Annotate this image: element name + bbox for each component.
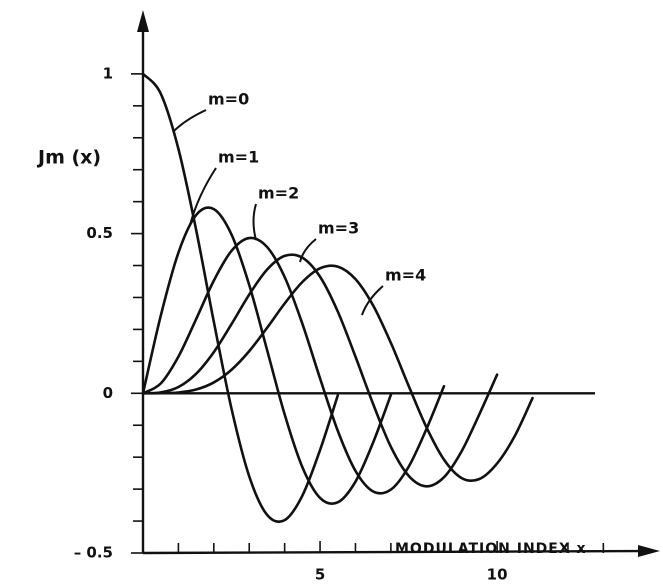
leader-line bbox=[361, 285, 384, 316]
curve bbox=[141, 236, 446, 495]
leader-line bbox=[172, 109, 207, 133]
series-label: m=0 bbox=[208, 90, 249, 109]
curve bbox=[141, 72, 340, 524]
curve bbox=[141, 253, 499, 488]
y-tick-label: – 0.5 bbox=[74, 544, 113, 562]
x-axis-arrow bbox=[638, 545, 660, 557]
x-tick-label: 10 bbox=[487, 566, 508, 584]
curve bbox=[141, 264, 534, 482]
series-label: m=1 bbox=[218, 148, 259, 167]
series-label: m=2 bbox=[258, 184, 299, 203]
y-tick-label: 1 bbox=[103, 64, 113, 82]
x-axis-label: MODULATION INDEX x bbox=[395, 541, 587, 557]
y-tick-label: 0 bbox=[103, 384, 113, 402]
y-tick-label: 0.5 bbox=[86, 224, 113, 242]
series-label: m=4 bbox=[385, 266, 426, 285]
leader-line bbox=[252, 203, 257, 241]
x-tick-label: 5 bbox=[315, 566, 325, 584]
curve bbox=[141, 206, 393, 505]
series-label: m=3 bbox=[318, 219, 359, 238]
leader-line bbox=[189, 167, 217, 226]
leader-line bbox=[299, 238, 317, 263]
y-axis-arrow bbox=[137, 10, 149, 32]
y-axis-label: Jm (x) bbox=[36, 147, 101, 169]
